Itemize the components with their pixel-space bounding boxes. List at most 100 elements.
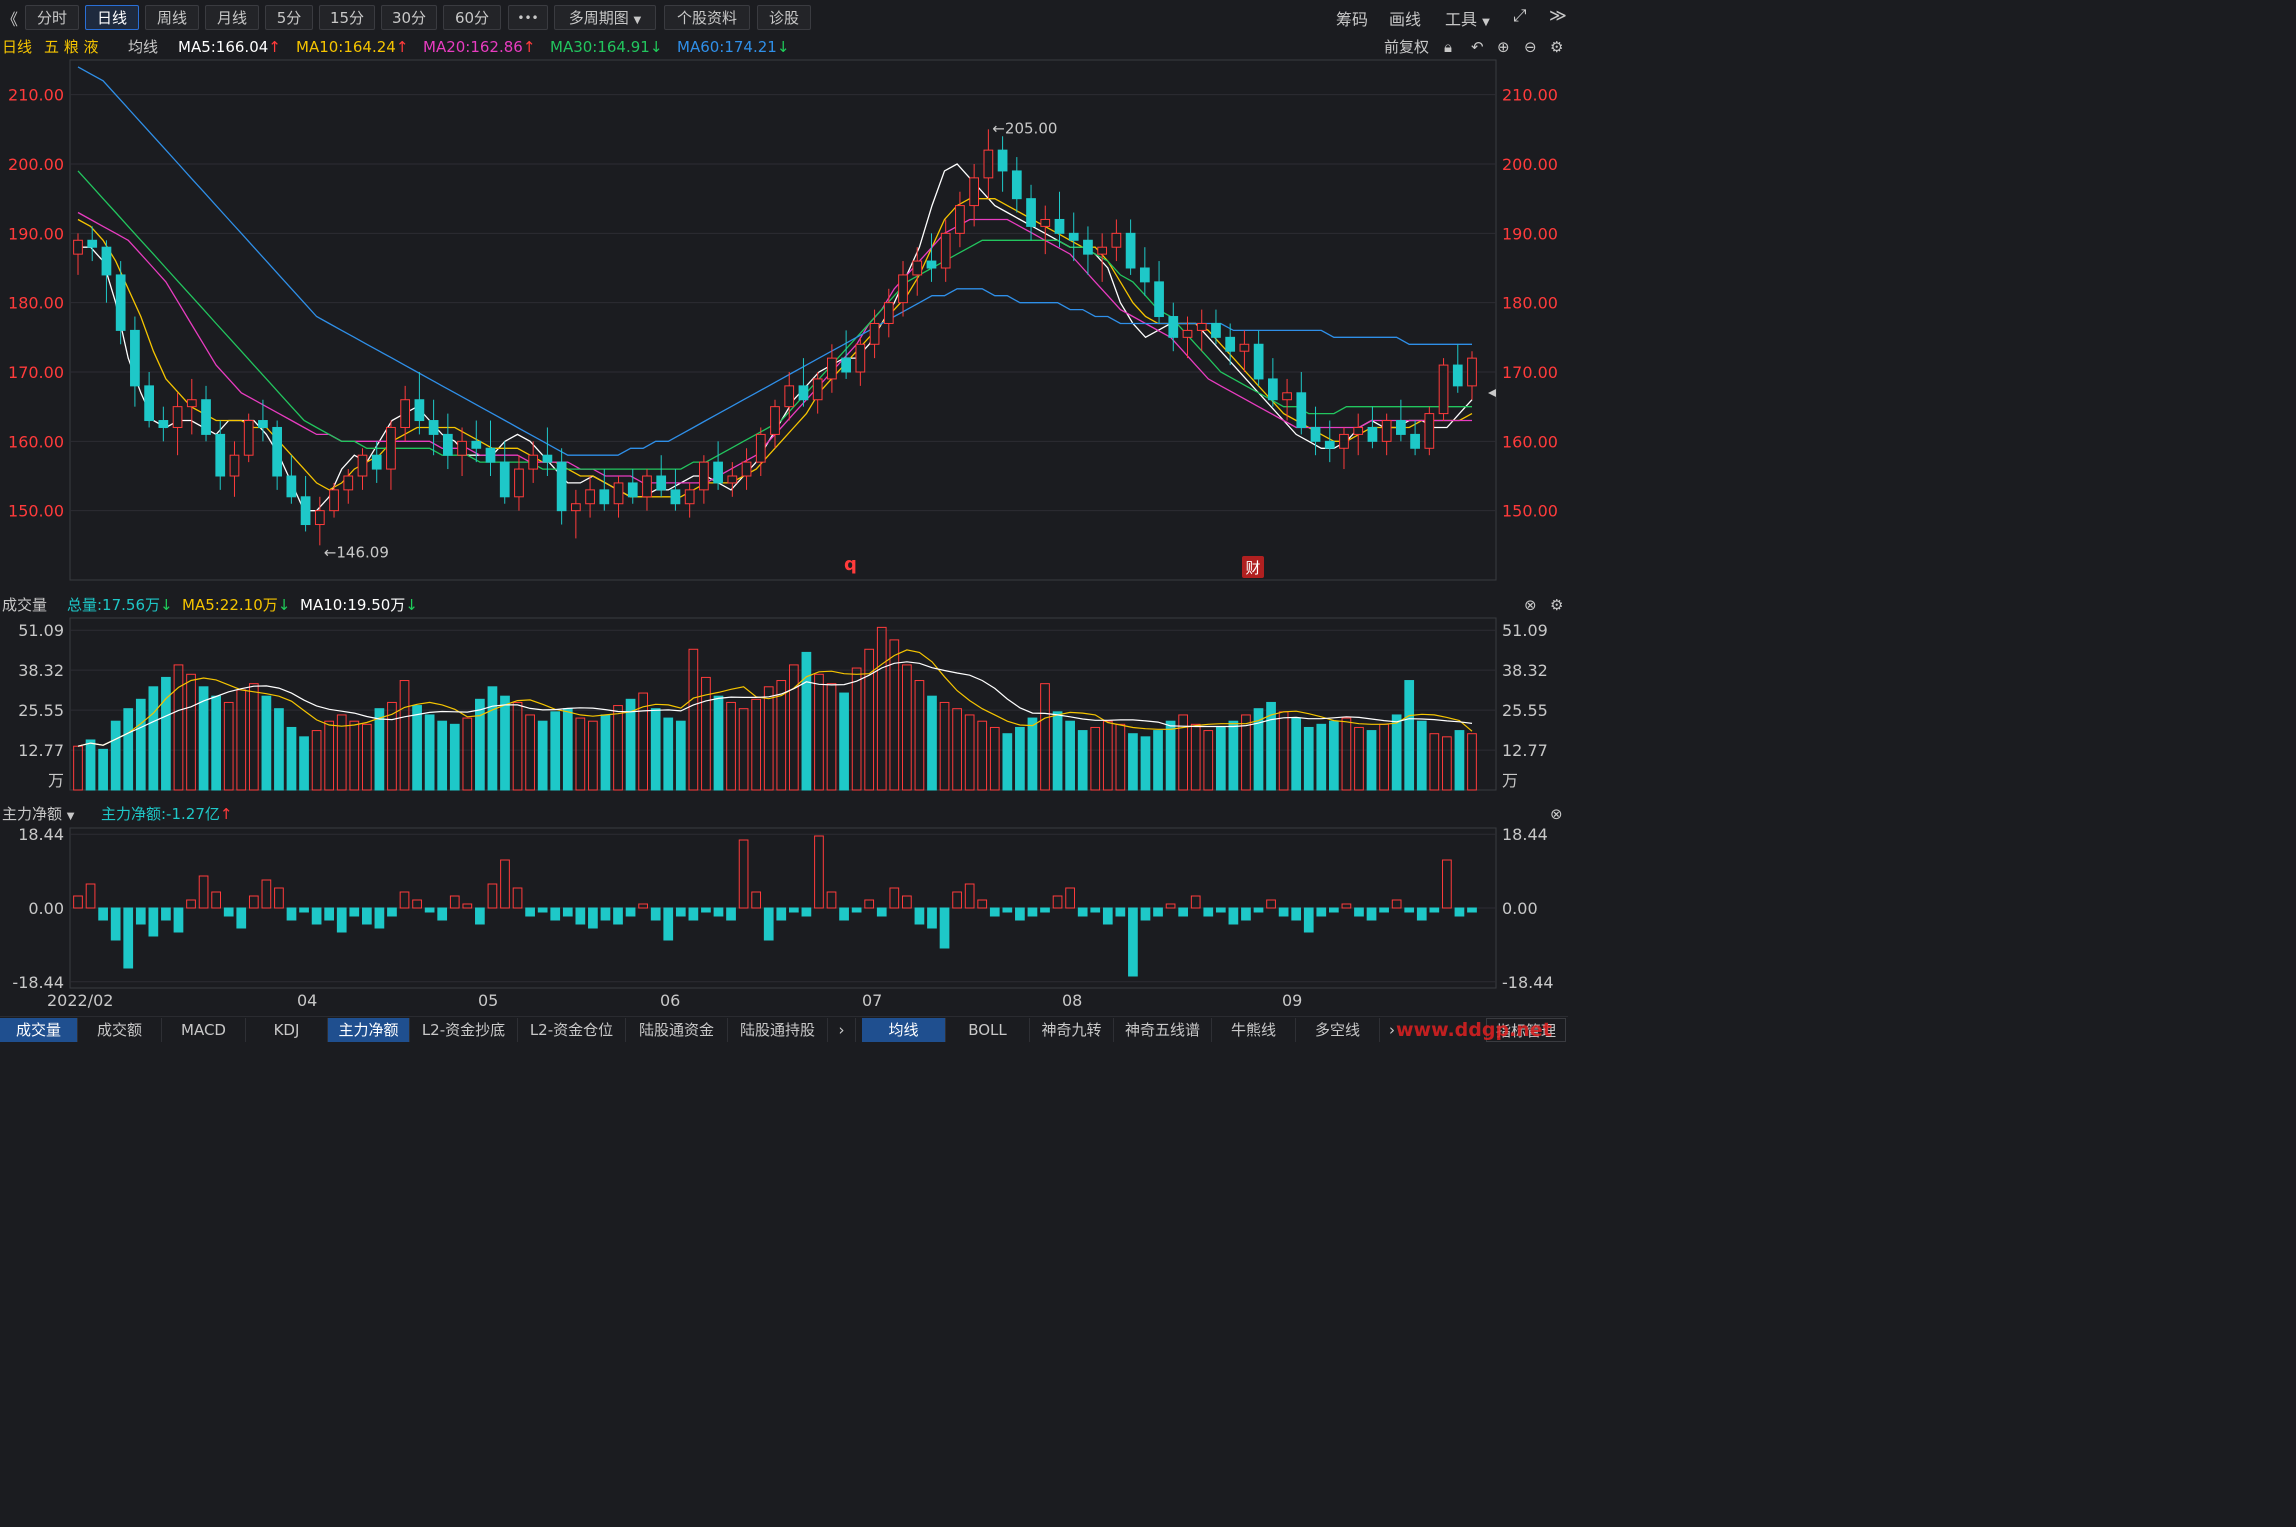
- tab-l2-bottom[interactable]: L2-资金抄底: [410, 1018, 518, 1042]
- gear-icon[interactable]: ⚙: [1550, 38, 1564, 56]
- candle-body: [243, 420, 254, 456]
- period-tab-15min[interactable]: 15分: [319, 5, 375, 30]
- zoom-out-icon[interactable]: ⊖: [1524, 38, 1537, 56]
- flow-bar: [236, 907, 247, 929]
- lock-icon[interactable]: 🔒︎: [1444, 38, 1452, 56]
- candle-body: [599, 489, 610, 505]
- tab-hk-flow[interactable]: 陆股通资金: [626, 1018, 728, 1042]
- flow-bar: [751, 891, 762, 909]
- period-tab-monthly[interactable]: 月线: [205, 5, 259, 30]
- tab-hk-holding[interactable]: 陆股通持股: [728, 1018, 828, 1042]
- fullscreen-icon[interactable]: ⤢: [1513, 6, 1527, 26]
- tab-volume[interactable]: 成交量: [0, 1018, 78, 1042]
- volume-bar: [977, 720, 988, 791]
- volume-bar: [1153, 730, 1163, 791]
- volume-bar: [462, 717, 473, 791]
- axis-labels: 210.00 210.00 200.00 200.00 190.00 190.00 180.…: [8, 86, 1558, 1010]
- price-tick-right: 160.00: [1502, 432, 1558, 451]
- flow-bar: [85, 883, 96, 909]
- tab-main-flow[interactable]: 主力净额: [328, 1018, 410, 1042]
- period-tab-daily[interactable]: 日线: [85, 5, 139, 30]
- period-tab-30min[interactable]: 30分: [381, 5, 437, 30]
- candle-body: [130, 329, 140, 387]
- candle-body: [1367, 426, 1378, 442]
- volume-bar: [688, 648, 699, 791]
- candle-body: [1182, 329, 1193, 338]
- chevron-right-icon[interactable]: ›: [1389, 1021, 1395, 1039]
- volume-bar: [261, 695, 272, 791]
- tab-five-line[interactable]: 神奇五线谱: [1114, 1018, 1212, 1042]
- candle-body: [1438, 364, 1449, 415]
- close-icon[interactable]: ⊗: [1550, 805, 1563, 823]
- candle-body: [1282, 392, 1292, 401]
- more-periods-button[interactable]: •••: [508, 5, 548, 30]
- q-marker: q: [844, 554, 857, 575]
- volume-bar: [864, 648, 875, 791]
- flow-bar: [248, 895, 259, 909]
- volume-bar: [675, 720, 686, 791]
- multi-period-dropdown[interactable]: 多周期图 ▼: [554, 5, 656, 30]
- period-tab-60min[interactable]: 60分: [443, 5, 501, 30]
- flow-bar: [1190, 895, 1201, 909]
- stock-name[interactable]: 五 粮 液: [44, 38, 99, 56]
- volume-bar: [1253, 708, 1264, 791]
- candle-body: [499, 461, 510, 498]
- flow-bar: [801, 907, 812, 917]
- stock-info-button[interactable]: 个股资料: [664, 5, 750, 30]
- volume-title[interactable]: 成交量: [2, 596, 48, 614]
- tab-macd[interactable]: MACD: [162, 1018, 246, 1042]
- candle-body: [1253, 343, 1264, 380]
- tab-turnover[interactable]: 成交额: [78, 1018, 162, 1042]
- volume-panel-frame: [69, 617, 1497, 791]
- flow-bar: [123, 907, 134, 969]
- gear-icon[interactable]: ⚙: [1550, 596, 1564, 614]
- zoom-in-icon[interactable]: ⊕: [1497, 38, 1510, 56]
- price-tick-left: 190.00: [8, 224, 64, 243]
- collapse-panel-icon[interactable]: ≫: [1549, 6, 1567, 26]
- volume-tick-left: 25.55: [18, 701, 64, 720]
- chevron-right-icon[interactable]: ›: [828, 1018, 856, 1042]
- flow-tick-left: 0.00: [28, 899, 64, 918]
- flow-bar: [211, 891, 222, 909]
- tab-ma[interactable]: 均线: [862, 1018, 946, 1042]
- candle-body: [997, 149, 1008, 172]
- indicator-manage-button[interactable]: 指标管理: [1486, 1018, 1566, 1042]
- tools-menu[interactable]: 工具 ▼: [1445, 6, 1490, 30]
- candle-body: [613, 482, 624, 505]
- collapse-icon[interactable]: 《: [2, 10, 19, 29]
- tab-l2-position[interactable]: L2-资金仓位: [518, 1018, 626, 1042]
- volume-bar: [274, 708, 284, 791]
- flow-bar: [625, 907, 636, 917]
- tab-boll[interactable]: BOLL: [946, 1018, 1030, 1042]
- period-tab-intraday[interactable]: 分时: [25, 5, 79, 30]
- draw-line-button[interactable]: 画线: [1389, 10, 1422, 29]
- tab-nine-turn[interactable]: 神奇九转: [1030, 1018, 1114, 1042]
- tab-kdj[interactable]: KDJ: [246, 1018, 328, 1042]
- volume-bar: [1341, 717, 1352, 791]
- adjust-mode[interactable]: 前复权: [1384, 38, 1430, 56]
- candle-body: [1467, 357, 1477, 387]
- flow-bar: [939, 907, 950, 949]
- flow-bar: [349, 907, 360, 917]
- volume-bar: [625, 698, 636, 791]
- diagnose-button[interactable]: 诊股: [757, 5, 811, 30]
- ma-label[interactable]: 均线: [128, 38, 159, 56]
- tab-bull-bear[interactable]: 牛熊线: [1212, 1018, 1296, 1042]
- kline-chart[interactable]: 210.00 210.00 200.00 200.00 190.00 190.00 180.…: [0, 0, 1568, 1016]
- candle-body: [969, 177, 980, 207]
- undo-icon[interactable]: ↶: [1471, 38, 1484, 56]
- flow-bar: [788, 907, 799, 913]
- candle-body: [940, 232, 951, 269]
- flow-bar: [1241, 907, 1251, 921]
- flow-bar: [299, 907, 309, 913]
- flow-title-dropdown[interactable]: 主力净额 ▼: [2, 803, 75, 828]
- candle-body: [286, 475, 297, 498]
- period-tab-weekly[interactable]: 周线: [145, 5, 199, 30]
- close-icon[interactable]: ⊗: [1524, 596, 1537, 614]
- period-tab-5min[interactable]: 5分: [265, 5, 313, 30]
- flow-bar: [638, 903, 648, 909]
- tab-long-short[interactable]: 多空线: [1296, 1018, 1380, 1042]
- chips-button[interactable]: 筹码: [1336, 10, 1369, 29]
- arrow-down-icon: ↓: [649, 38, 663, 56]
- price-tick-right: 190.00: [1502, 224, 1558, 243]
